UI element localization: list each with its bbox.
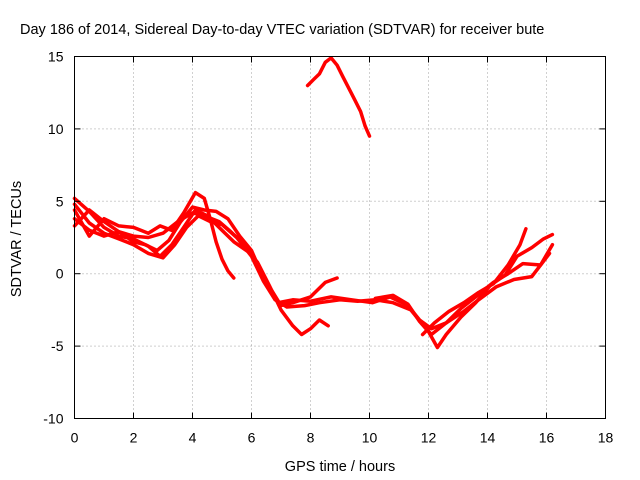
x-tick-label: 8: [307, 430, 315, 446]
x-tick-label: 18: [598, 430, 614, 446]
series-line-trace-5: [72, 211, 555, 331]
series-line-trace-6: [373, 232, 555, 350]
x-tick-label: 0: [71, 430, 79, 446]
x-tick-label: 12: [421, 430, 437, 446]
y-tick-label: -10: [43, 411, 63, 427]
x-tick-labels: 0 2 4 6 8 10 12 14 16 18: [71, 430, 614, 446]
x-tick-label: 14: [480, 430, 496, 446]
x-axis-label: GPS time / hours: [285, 459, 395, 475]
y-tick-label: -5: [51, 338, 64, 354]
series-line-trace-2: [72, 202, 552, 337]
series-line-trace-8: [305, 56, 372, 138]
x-tick-label: 16: [539, 430, 555, 446]
y-tick-label: 0: [56, 266, 64, 282]
y-axis-label: SDTVAR / TECUs: [9, 181, 25, 297]
series-line-trace-3: [72, 205, 339, 308]
y-tick-labels: -10 -5 0 5 10 15: [43, 49, 63, 427]
series-line-trace-7: [420, 227, 528, 337]
x-tick-label: 10: [362, 430, 378, 446]
axis-ticks: [74, 56, 606, 419]
y-tick-label: 10: [48, 121, 64, 137]
y-tick-label: 15: [48, 49, 64, 65]
chart-title: Day 186 of 2014, Sidereal Day-to-day VTE…: [20, 22, 544, 38]
y-tick-label: 5: [56, 193, 64, 209]
x-tick-label: 2: [130, 430, 138, 446]
x-tick-label: 4: [189, 430, 197, 446]
plot-frame: [74, 56, 606, 419]
plot-series: [72, 56, 555, 350]
x-tick-label: 6: [248, 430, 256, 446]
